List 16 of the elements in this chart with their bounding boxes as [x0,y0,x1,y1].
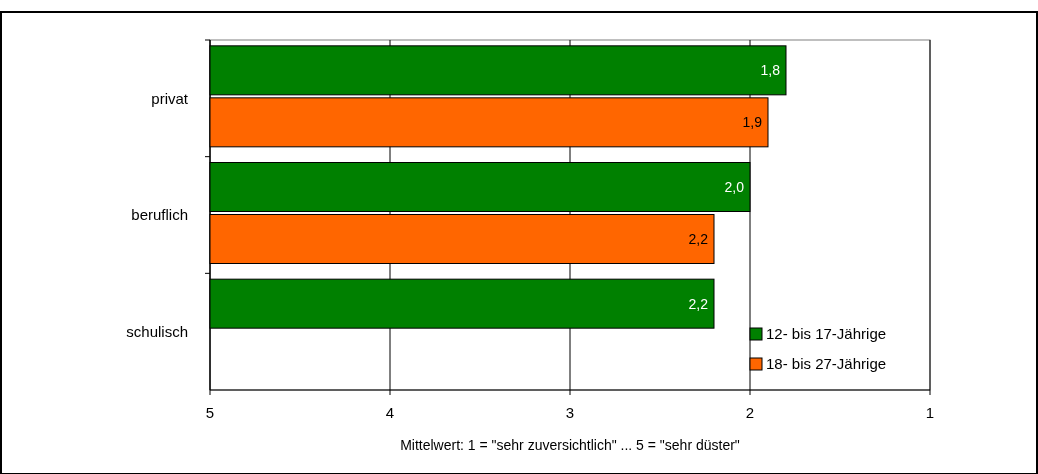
x-tick-label: 4 [385,404,395,421]
data-label: 2,0 [724,178,745,195]
y-tick-label: schulisch [126,322,188,340]
y-tick-label: privat [151,89,189,107]
y-tick-label: beruflich [131,206,188,224]
data-label: 2,2 [688,230,709,247]
legend-label: 12- bis 17-Jährige [766,325,887,343]
legend-label: 18- bis 27-Jährige [766,355,887,373]
x-tick-label: 2 [745,404,755,421]
x-tick-label: 1 [925,404,935,421]
data-label: 2,2 [688,295,709,312]
data-label: 1,9 [742,114,763,131]
x-tick-label: 3 [565,404,575,421]
x-tick-label: 5 [205,404,215,421]
x-axis-title: Mittelwert: 1 = "sehr zuversichtlich" ... 5 = "sehr düster" [400,437,740,453]
data-label: 1,8 [760,62,781,79]
